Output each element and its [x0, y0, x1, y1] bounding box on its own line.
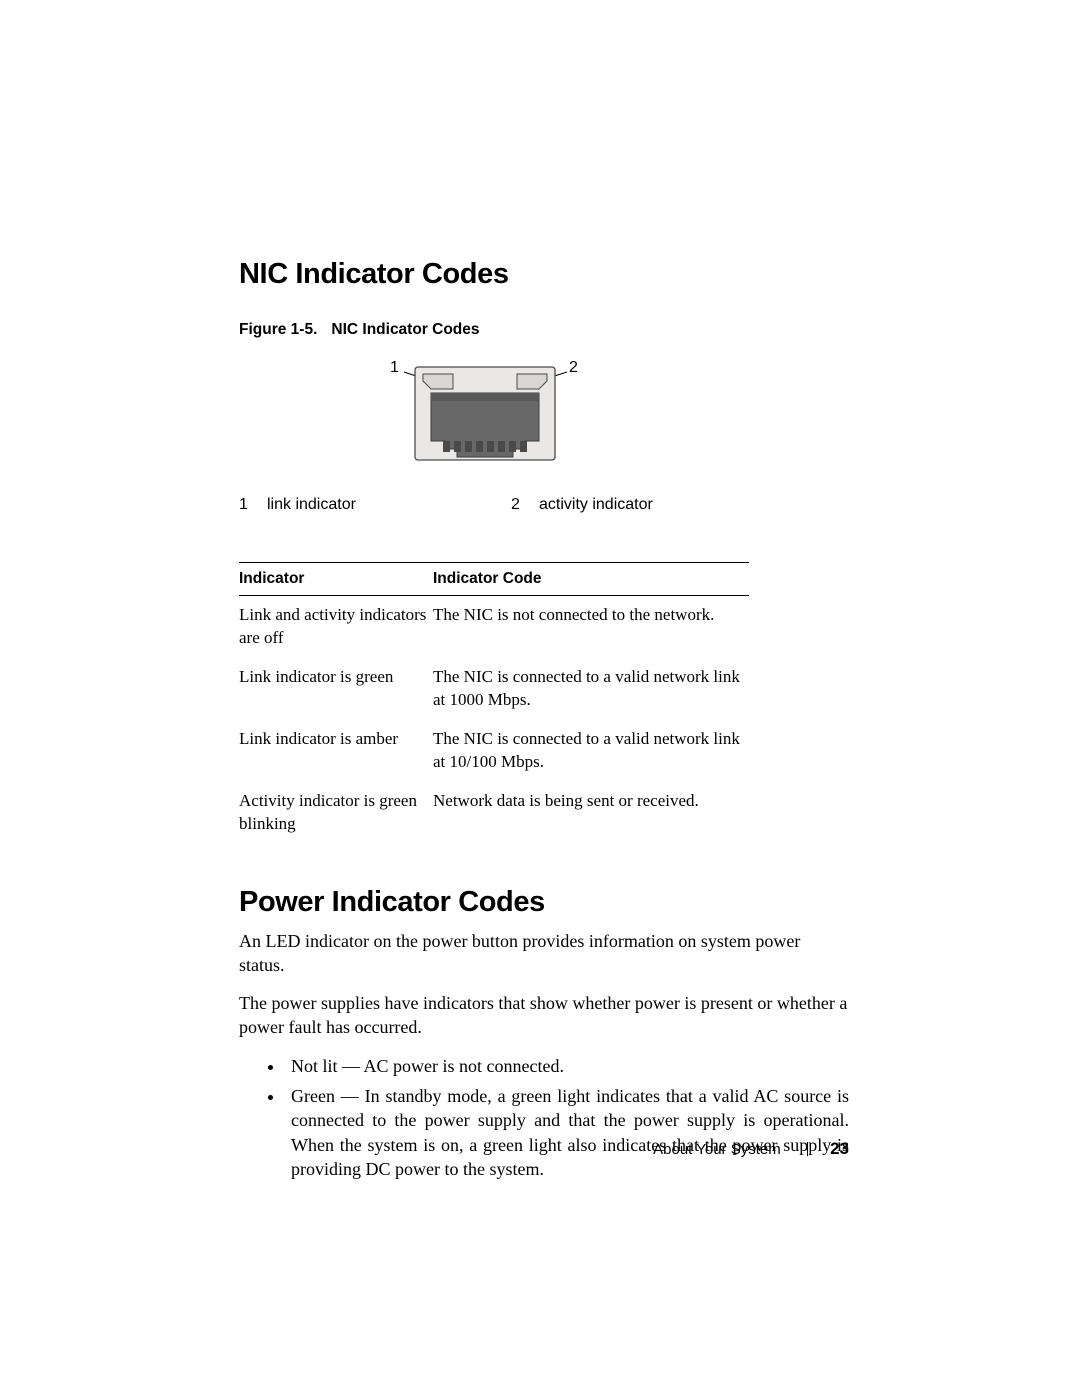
power-paragraph-1: An LED indicator on the power button pro…	[239, 929, 849, 978]
footer-separator	[807, 1142, 808, 1156]
cell-code: The NIC is connected to a valid network …	[433, 666, 749, 712]
cell-code: The NIC is not connected to the network.	[433, 604, 749, 650]
cell-indicator: Link indicator is green	[239, 666, 433, 712]
legend-text-1: link indicator	[267, 496, 511, 514]
legend-num-1: 1	[239, 496, 267, 514]
power-bullet-list: Not lit — AC power is not connected. Gre…	[239, 1054, 849, 1181]
heading-nic-indicator-codes: NIC Indicator Codes	[239, 258, 849, 291]
legend-num-2: 2	[511, 496, 539, 514]
figure-caption-prefix: Figure 1-5.	[239, 321, 317, 338]
figure-caption-title: NIC Indicator Codes	[331, 321, 479, 338]
table-header-indicator: Indicator	[239, 570, 433, 588]
table-row: Link indicator is amber The NIC is conne…	[239, 720, 749, 782]
heading-power-indicator-codes: Power Indicator Codes	[239, 886, 849, 919]
footer-section-title: About Your System	[653, 1141, 781, 1158]
list-item: Not lit — AC power is not connected.	[285, 1054, 849, 1078]
table-row: Link and activity indicators are off The…	[239, 596, 749, 658]
legend-text-2: activity indicator	[539, 496, 849, 514]
figure-legend: 1 link indicator 2 activity indicator	[239, 496, 849, 514]
page-number: 23	[830, 1139, 849, 1158]
nic-port-diagram: 1 2	[239, 363, 849, 468]
page-footer: About Your System 23	[239, 1139, 849, 1159]
table-header-code: Indicator Code	[433, 570, 749, 588]
cell-indicator: Link and activity indicators are off	[239, 604, 433, 650]
nic-indicator-table: Indicator Indicator Code Link and activi…	[239, 562, 749, 844]
cell-code: Network data is being sent or received.	[433, 790, 749, 836]
list-item: Green — In standby mode, a green light i…	[285, 1084, 849, 1181]
figure-caption: Figure 1-5. NIC Indicator Codes	[239, 321, 849, 339]
cell-indicator: Link indicator is amber	[239, 728, 433, 774]
cell-indicator: Activity indicator is green blinking	[239, 790, 433, 836]
cell-code: The NIC is connected to a valid network …	[433, 728, 749, 774]
power-paragraph-2: The power supplies have indicators that …	[239, 991, 849, 1040]
table-row: Link indicator is green The NIC is conne…	[239, 658, 749, 720]
table-row: Activity indicator is green blinking Net…	[239, 782, 749, 844]
